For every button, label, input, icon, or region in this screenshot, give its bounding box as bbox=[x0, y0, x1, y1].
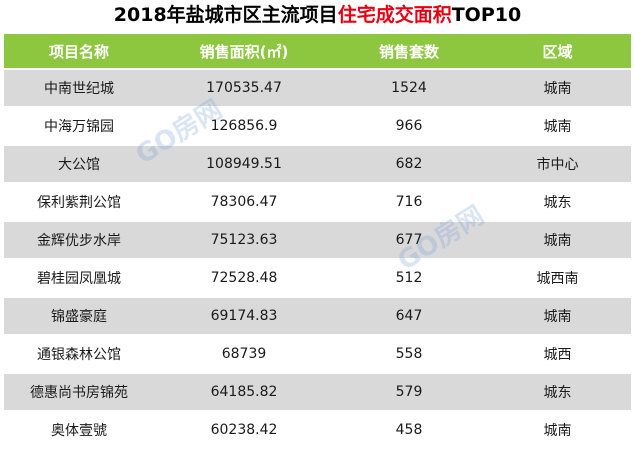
cell-region: 城南 bbox=[484, 221, 631, 259]
title-main: 2018年盐城市区主流项目 bbox=[113, 4, 338, 26]
table-row: 金辉优步水岸 75123.63 677 城南 bbox=[4, 221, 631, 259]
table-row: 保利紫荆公馆 78306.47 716 城东 bbox=[4, 183, 631, 221]
cell-project-name: 金辉优步水岸 bbox=[4, 221, 154, 259]
cell-project-name: 中海万锦园 bbox=[4, 107, 154, 145]
cell-region: 城西 bbox=[484, 335, 631, 373]
cell-sales-units: 716 bbox=[334, 183, 484, 221]
cell-region: 城南 bbox=[484, 69, 631, 107]
cell-region: 城西南 bbox=[484, 259, 631, 297]
cell-region: 城东 bbox=[484, 373, 631, 411]
cell-region: 城南 bbox=[484, 107, 631, 145]
cell-project-name: 碧桂园凤凰城 bbox=[4, 259, 154, 297]
cell-region: 城东 bbox=[484, 183, 631, 221]
ranking-table: 项目名称 销售面积(㎡) 销售套数 区域 中南世纪城 170535.47 152… bbox=[4, 34, 631, 450]
cell-sales-area: 75123.63 bbox=[154, 221, 334, 259]
table-row: 中海万锦园 126856.9 966 城南 bbox=[4, 107, 631, 145]
cell-sales-area: 60238.42 bbox=[154, 411, 334, 449]
table-row: 奥体壹號 60238.42 458 城南 bbox=[4, 411, 631, 449]
cell-sales-units: 682 bbox=[334, 145, 484, 183]
cell-project-name: 奥体壹號 bbox=[4, 411, 154, 449]
cell-project-name: 德惠尚书房锦苑 bbox=[4, 373, 154, 411]
cell-project-name: 大公馆 bbox=[4, 145, 154, 183]
cell-sales-area: 108949.51 bbox=[154, 145, 334, 183]
header-project-name: 项目名称 bbox=[4, 34, 154, 70]
cell-sales-units: 677 bbox=[334, 221, 484, 259]
cell-project-name: 通银森林公馆 bbox=[4, 335, 154, 373]
cell-sales-area: 64185.82 bbox=[154, 373, 334, 411]
table-row: 锦盛豪庭 69174.83 647 城南 bbox=[4, 297, 631, 335]
cell-sales-units: 647 bbox=[334, 297, 484, 335]
table-row: 德惠尚书房锦苑 64185.82 579 城东 bbox=[4, 373, 631, 411]
cell-sales-area: 68739 bbox=[154, 335, 334, 373]
cell-sales-area: 69174.83 bbox=[154, 297, 334, 335]
table-row: 中南世纪城 170535.47 1524 城南 bbox=[4, 69, 631, 107]
header-sales-units: 销售套数 bbox=[334, 34, 484, 70]
cell-region: 城南 bbox=[484, 297, 631, 335]
cell-sales-units: 579 bbox=[334, 373, 484, 411]
cell-sales-area: 126856.9 bbox=[154, 107, 334, 145]
cell-region: 市中心 bbox=[484, 145, 631, 183]
header-region: 区域 bbox=[484, 34, 631, 70]
table-row: 大公馆 108949.51 682 市中心 bbox=[4, 145, 631, 183]
cell-sales-units: 558 bbox=[334, 335, 484, 373]
title-suffix: TOP10 bbox=[451, 4, 522, 26]
cell-project-name: 中南世纪城 bbox=[4, 69, 154, 107]
cell-sales-units: 1524 bbox=[334, 69, 484, 107]
cell-sales-area: 170535.47 bbox=[154, 69, 334, 107]
cell-sales-units: 512 bbox=[334, 259, 484, 297]
cell-region: 城南 bbox=[484, 411, 631, 449]
page-title: 2018年盐城市区主流项目住宅成交面积TOP10 bbox=[0, 0, 635, 32]
table-header-row: 项目名称 销售面积(㎡) 销售套数 区域 bbox=[4, 34, 631, 70]
cell-project-name: 锦盛豪庭 bbox=[4, 297, 154, 335]
cell-sales-units: 458 bbox=[334, 411, 484, 449]
table-row: 碧桂园凤凰城 72528.48 512 城西南 bbox=[4, 259, 631, 297]
cell-project-name: 保利紫荆公馆 bbox=[4, 183, 154, 221]
cell-sales-units: 966 bbox=[334, 107, 484, 145]
cell-sales-area: 72528.48 bbox=[154, 259, 334, 297]
header-sales-area: 销售面积(㎡) bbox=[154, 34, 334, 70]
cell-sales-area: 78306.47 bbox=[154, 183, 334, 221]
title-highlight: 住宅成交面积 bbox=[337, 4, 452, 26]
table-row: 通银森林公馆 68739 558 城西 bbox=[4, 335, 631, 373]
